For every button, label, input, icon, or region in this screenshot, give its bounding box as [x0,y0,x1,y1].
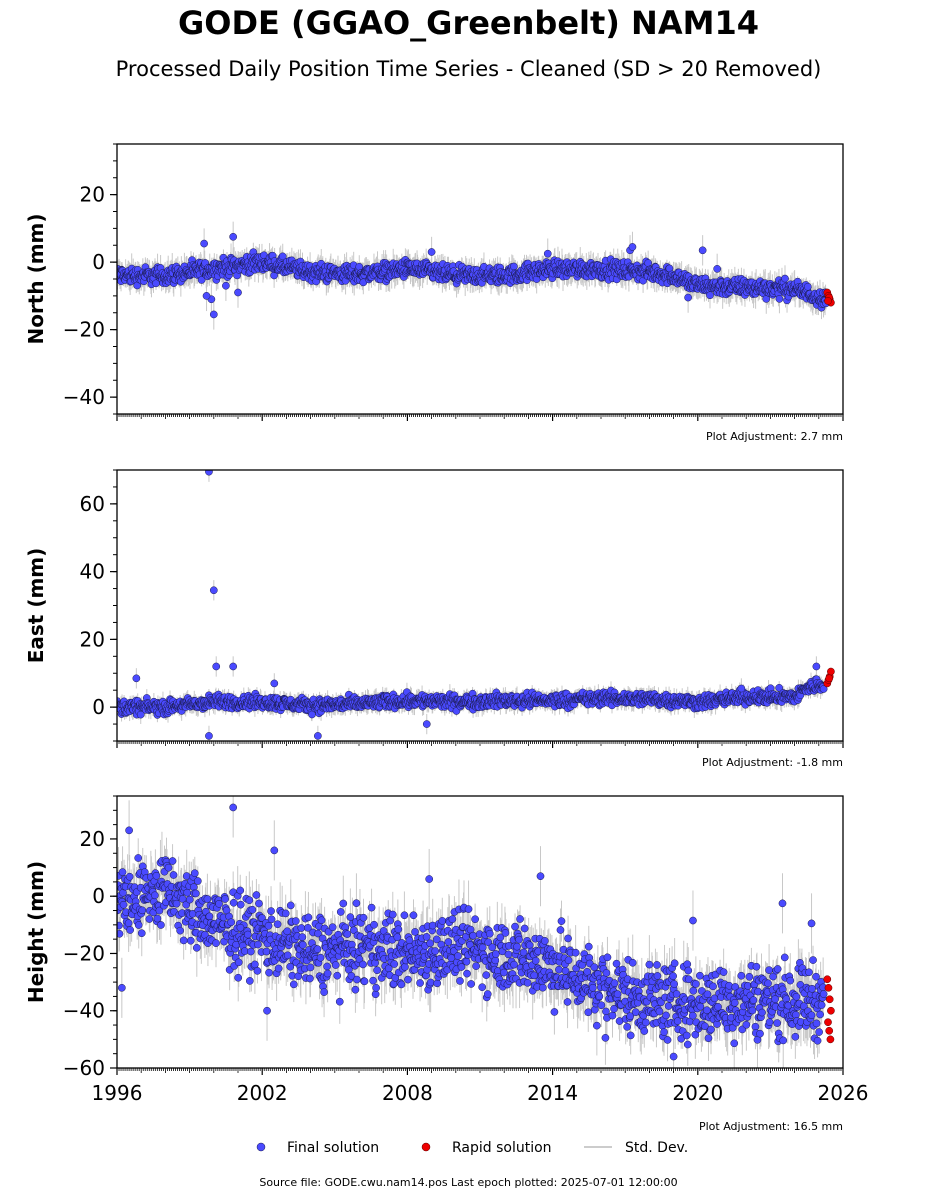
final-point-outlier [202,292,211,300]
y-ticks [110,143,117,415]
rapid-point [824,297,832,305]
final-point-outlier [222,281,230,290]
y-axis-label: North (mm) [24,213,48,344]
y-tick-label: 0 [92,250,105,274]
final-point-outlier [698,246,707,255]
final-point-outlier [628,243,637,251]
plot-area [117,470,835,741]
final-point [706,291,714,300]
chart-subtitle: Processed Daily Position Time Series - C… [115,57,822,81]
plot-area [117,221,835,330]
chart-title: GODE (GGAO_Greenbelt) NAM14 [178,4,759,42]
final-point [510,262,518,271]
final-point-outlier [229,232,238,241]
y-tick-label: −40 [63,385,105,409]
final-point [775,295,784,303]
x-ticks [116,414,844,421]
final-point-outlier [209,310,218,319]
final-point-outlier [684,293,692,302]
final-point-outlier [427,248,436,256]
final-point-outlier [713,265,722,273]
final-points [117,470,828,740]
final-point [278,252,287,261]
y-tick-label: 20 [80,183,105,207]
y-tick-label: −20 [63,318,105,342]
final-point [803,282,812,291]
final-point-outlier [543,249,552,258]
final-point [781,274,789,283]
final-point [197,276,206,284]
final-point-outlier [234,288,242,297]
panel-1: −40 −20 0 20 North (mm) Plot Adjustment: 2.7 … [24,143,844,443]
plot-adjustment-note: Plot Adjustment: 2.7 mm [706,430,843,443]
final-point-outlier [200,239,208,248]
final-points [117,232,830,319]
rapid-points [823,288,835,307]
